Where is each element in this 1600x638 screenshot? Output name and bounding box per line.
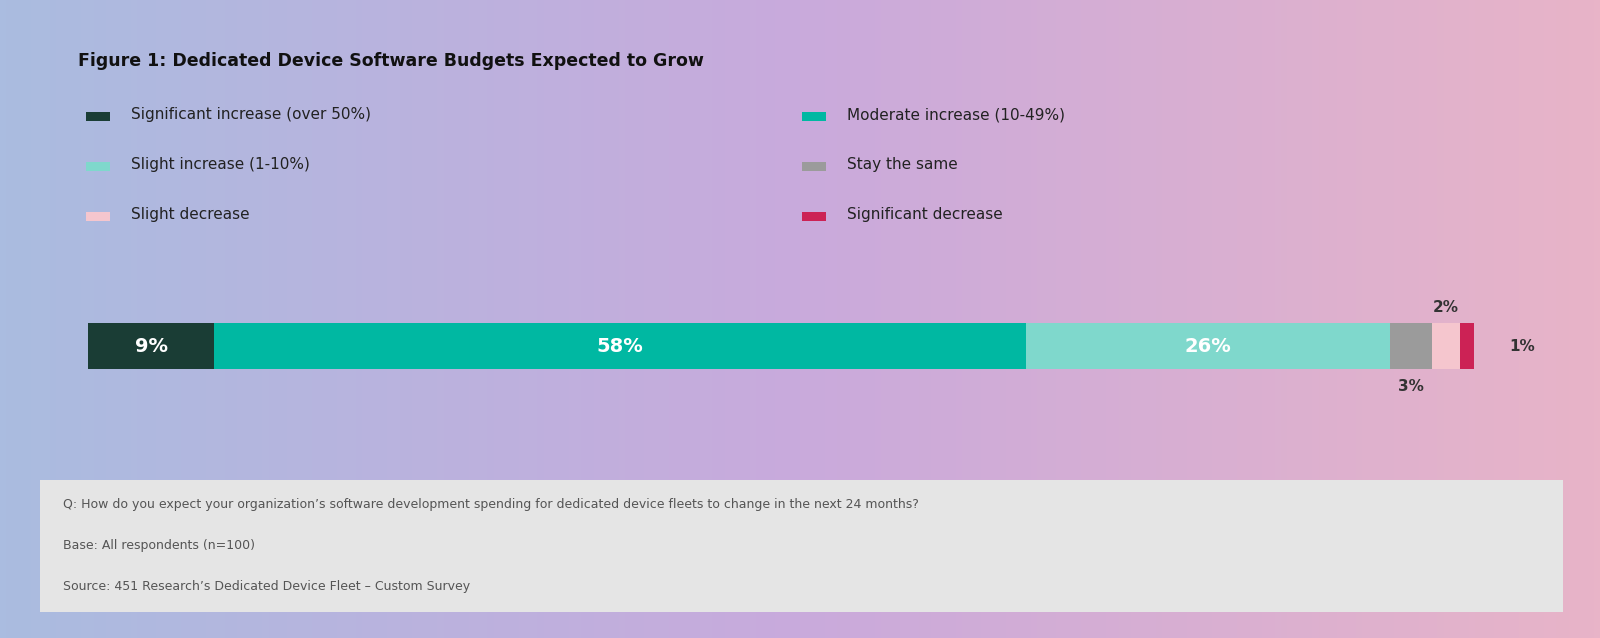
Text: 9%: 9%: [134, 337, 168, 355]
Text: Figure 1: Dedicated Device Software Budgets Expected to Grow: Figure 1: Dedicated Device Software Budg…: [78, 52, 704, 70]
Text: Slight increase (1-10%): Slight increase (1-10%): [131, 157, 310, 172]
Text: Source: 451 Research’s Dedicated Device Fleet – Custom Survey: Source: 451 Research’s Dedicated Device …: [62, 580, 470, 593]
Bar: [1432, 323, 1459, 369]
FancyBboxPatch shape: [86, 112, 110, 121]
Bar: [1026, 323, 1390, 369]
FancyBboxPatch shape: [40, 480, 1563, 612]
Text: Q: How do you expect your organization’s software development spending for dedic: Q: How do you expect your organization’s…: [62, 498, 918, 511]
Text: Moderate increase (10-49%): Moderate increase (10-49%): [848, 107, 1066, 122]
Text: 58%: 58%: [597, 337, 643, 355]
Bar: [1390, 323, 1432, 369]
Text: Significant increase (over 50%): Significant increase (over 50%): [131, 107, 371, 122]
Text: Slight decrease: Slight decrease: [131, 207, 250, 222]
FancyBboxPatch shape: [802, 212, 826, 221]
Text: 26%: 26%: [1184, 337, 1232, 355]
Text: Significant decrease: Significant decrease: [848, 207, 1003, 222]
FancyBboxPatch shape: [86, 161, 110, 171]
Bar: [88, 323, 214, 369]
Text: 1%: 1%: [1509, 339, 1534, 353]
Text: Stay the same: Stay the same: [848, 157, 958, 172]
Text: Base: All respondents (n=100): Base: All respondents (n=100): [62, 539, 254, 552]
FancyBboxPatch shape: [802, 112, 826, 121]
Bar: [214, 323, 1026, 369]
FancyBboxPatch shape: [86, 212, 110, 221]
Text: 2%: 2%: [1434, 299, 1459, 315]
Bar: [1459, 323, 1474, 369]
Text: 3%: 3%: [1398, 380, 1424, 394]
FancyBboxPatch shape: [802, 161, 826, 171]
